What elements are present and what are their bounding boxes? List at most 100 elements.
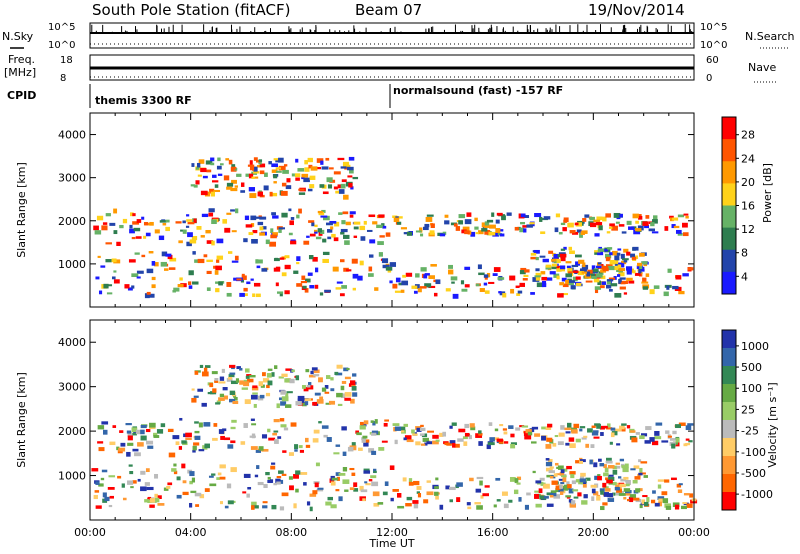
echo-cell — [308, 382, 312, 387]
echo-cell — [414, 284, 420, 289]
echo-cell — [353, 226, 359, 230]
echo-cell — [315, 236, 322, 240]
echo-cell — [116, 446, 120, 451]
echo-cell — [403, 232, 408, 235]
echo-cell — [362, 439, 370, 443]
echo-cell — [495, 477, 501, 481]
echo-cell — [395, 277, 401, 283]
echo-cell — [213, 265, 218, 269]
echo-cell — [140, 435, 147, 441]
echo-cell — [321, 387, 327, 392]
echo-cell — [422, 226, 429, 231]
echo-cell — [253, 282, 261, 287]
echo-cell — [469, 423, 475, 428]
echo-cell — [290, 217, 295, 220]
echo-cell — [338, 189, 345, 194]
colorbar-tick-label: 16 — [741, 200, 755, 213]
echo-cell — [565, 261, 572, 264]
echo-cell — [570, 474, 575, 479]
echo-cell — [297, 398, 305, 403]
echo-cell — [291, 369, 295, 373]
echo-cell — [461, 288, 468, 292]
echo-cell — [291, 173, 295, 177]
x-tick-label: 16:00 — [477, 526, 509, 539]
echo-cell — [568, 280, 576, 283]
echo-cell — [239, 292, 245, 297]
y-tick-label: 4000 — [58, 129, 86, 142]
echo-cell — [590, 484, 597, 488]
echo-cell — [248, 187, 256, 192]
echo-cell — [134, 452, 141, 457]
echo-cell — [581, 230, 588, 234]
echo-cell — [127, 435, 133, 441]
echo-cell — [464, 219, 472, 225]
echo-cell — [607, 247, 613, 250]
echo-cell — [398, 426, 406, 431]
echo-cell — [566, 481, 570, 486]
echo-cell — [321, 425, 329, 429]
echo-cell — [206, 240, 214, 244]
echo-cell — [132, 213, 136, 217]
echo-cell — [583, 494, 588, 499]
echo-cell — [555, 213, 561, 218]
echo-cell — [192, 449, 196, 453]
echo-cell — [251, 176, 255, 179]
echo-cell — [361, 437, 366, 441]
echo-cell — [548, 250, 554, 254]
colorbar-tick-label: -25 — [741, 425, 759, 438]
echo-cell — [293, 474, 299, 479]
echo-cell — [353, 488, 359, 492]
echo-cell — [655, 422, 663, 426]
echo-cell — [192, 251, 196, 255]
echo-cell — [318, 377, 323, 383]
echo-cell — [211, 180, 219, 183]
echo-cell — [349, 487, 355, 491]
echo-cell — [572, 270, 579, 274]
echo-cell — [230, 380, 238, 385]
echo-cell — [589, 222, 597, 228]
echo-cell — [331, 477, 339, 481]
echo-cell — [134, 252, 140, 255]
echo-cell — [577, 271, 585, 276]
echo-cell — [371, 481, 379, 487]
echo-cell — [144, 293, 150, 299]
echo-cell — [621, 427, 626, 432]
echo-cell — [281, 396, 289, 402]
echo-cell — [193, 395, 199, 398]
echo-cell — [404, 435, 412, 440]
echo-cell — [594, 250, 601, 253]
echo-cell — [261, 434, 268, 439]
echo-cell — [580, 472, 586, 477]
echo-cell — [198, 449, 205, 452]
echo-cell — [293, 270, 299, 274]
echo-cell — [651, 231, 659, 234]
y-tick-label: 2000 — [58, 425, 86, 438]
echo-cell — [253, 171, 260, 174]
echo-cell — [643, 475, 648, 478]
echo-cell — [489, 437, 495, 442]
colorbar-tick-label: 4 — [741, 270, 748, 283]
power-heatmap — [93, 156, 694, 299]
echo-cell — [200, 235, 205, 238]
echo-cell — [541, 426, 548, 430]
echo-cell — [400, 289, 405, 293]
echo-cell — [272, 215, 279, 219]
echo-cell — [642, 277, 647, 283]
echo-cell — [285, 368, 292, 371]
echo-cell — [607, 465, 615, 469]
echo-cell — [603, 464, 607, 469]
echo-cell — [343, 234, 350, 239]
echo-cell — [405, 503, 412, 507]
echo-cell — [248, 173, 254, 179]
echo-cell — [516, 293, 521, 296]
echo-cell — [614, 486, 620, 491]
echo-cell — [259, 170, 265, 175]
echo-cell — [619, 483, 626, 488]
colorbar-tick-label: -500 — [741, 467, 766, 480]
echo-cell — [635, 432, 640, 435]
echo-cell — [530, 256, 538, 260]
echo-cell — [305, 437, 309, 443]
echo-cell — [575, 479, 583, 483]
echo-cell — [653, 285, 660, 289]
